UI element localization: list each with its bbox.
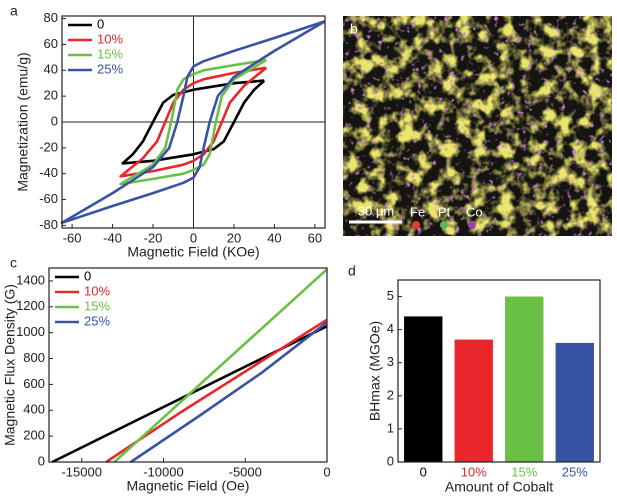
x-tick-label: 0 (190, 230, 197, 245)
x-tick-label: 20 (227, 230, 241, 245)
panel-label: a (10, 3, 18, 19)
legend-label: 0 (84, 268, 91, 283)
plot-frame (61, 15, 326, 229)
x-axis-label: Amount of Cobalt (445, 479, 553, 495)
legend-label: 0 (97, 16, 104, 31)
y-tick-label: 1400 (16, 272, 45, 287)
y-tick-label: 1200 (16, 298, 45, 313)
bar (505, 296, 544, 462)
legend-label: 25% (97, 61, 123, 76)
data-line (113, 268, 328, 463)
bar (454, 339, 493, 462)
y-tick-label: 800 (23, 350, 45, 365)
y-tick-label: 3 (387, 354, 394, 369)
x-tick-label: 0 (323, 464, 330, 479)
legend-label: 25% (84, 313, 110, 328)
plot-frame (397, 279, 601, 463)
scale-bar-label: 30 µm (358, 203, 394, 218)
x-tick-label: -15000 (61, 464, 101, 479)
y-tick-label: 2 (387, 387, 394, 402)
element-marker (468, 221, 476, 229)
element-marker (440, 221, 448, 229)
legend-label: 10% (97, 31, 123, 46)
element-label: Fe (410, 204, 425, 219)
y-axis-label: Magnetic Flux Density (G) (2, 284, 18, 446)
x-tick-label: 15% (511, 464, 537, 479)
legend-label: 15% (84, 298, 110, 313)
x-tick-label: 60 (308, 230, 322, 245)
data-line (119, 58, 267, 186)
bar (555, 342, 594, 462)
x-tick-label: 40 (267, 230, 281, 245)
element-label: Co (466, 204, 483, 219)
y-tick-label: 0 (51, 113, 58, 128)
micrograph-panel: b 30 µm Fe Pt Co (343, 16, 612, 236)
bar (404, 316, 443, 462)
y-axis-label: BHmax (MGOe) (367, 321, 383, 421)
y-tick-label: -20 (39, 139, 58, 154)
y-tick-label: 600 (23, 376, 45, 391)
y-tick-label: 1 (387, 420, 394, 435)
y-tick-label: -60 (39, 191, 58, 206)
y-tick-label: 4 (387, 321, 394, 336)
y-tick-label: 200 (23, 428, 45, 443)
micrograph-texture (343, 16, 612, 236)
y-tick-label: 60 (44, 36, 58, 51)
y-tick-label: 0 (387, 453, 394, 468)
y-tick-label: -80 (39, 217, 58, 232)
panel-label: d (348, 263, 356, 279)
x-tick-label: 0 (420, 464, 427, 479)
y-tick-label: 20 (44, 88, 58, 103)
x-tick-label: 10% (461, 464, 487, 479)
x-tick-label: -20 (144, 230, 163, 245)
panel-label: b (350, 21, 358, 37)
y-tick-label: 40 (44, 62, 58, 77)
data-line (130, 321, 328, 464)
x-tick-label: -10000 (143, 464, 183, 479)
y-axis-label: Magnetization (emu/g) (15, 52, 31, 191)
element-label: Pt (438, 204, 451, 219)
x-tick-label: 25% (562, 464, 588, 479)
y-tick-label: -40 (39, 165, 58, 180)
y-tick-label: 0 (38, 453, 45, 468)
y-tick-label: 400 (23, 402, 45, 417)
x-tick-label: -40 (103, 230, 122, 245)
y-tick-label: 5 (387, 288, 394, 303)
element-marker (412, 221, 420, 229)
legend-label: 15% (97, 46, 123, 61)
panel-label: c (10, 255, 17, 271)
x-tick-label: -60 (63, 230, 82, 245)
y-tick-label: 1000 (16, 324, 45, 339)
x-axis-label: Magnetic Field (KOe) (127, 244, 259, 260)
y-tick-label: 80 (44, 10, 58, 25)
legend-label: 10% (84, 283, 110, 298)
x-axis-label: Magnetic Field (Oe) (127, 478, 250, 494)
plot-frame (48, 267, 328, 463)
data-line (119, 66, 268, 178)
x-tick-label: -5000 (229, 464, 262, 479)
